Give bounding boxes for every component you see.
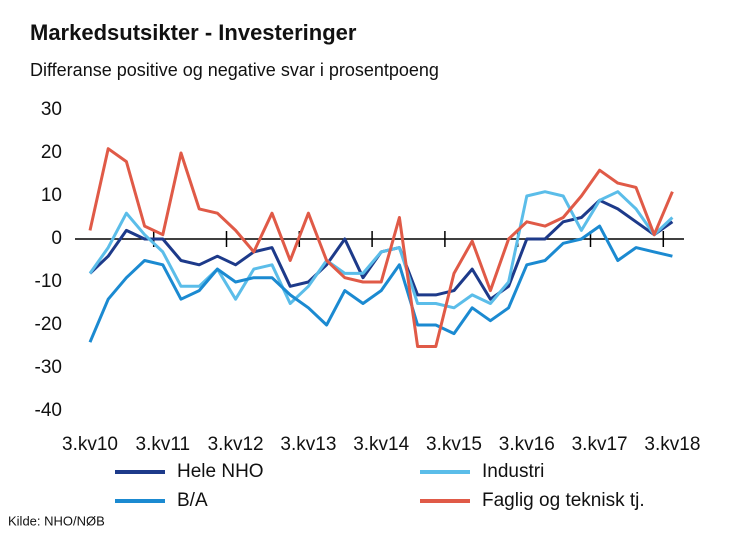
x-tick-label: 3.kv17 [572, 434, 628, 455]
legend-label: Industri [482, 461, 544, 482]
x-tick-label: 3.kv15 [426, 434, 482, 455]
x-tick-label: 3.kv16 [499, 434, 555, 455]
x-tick-label: 3.kv14 [353, 434, 409, 455]
y-tick-label: 10 [41, 185, 62, 206]
x-tick-label: 3.kv13 [280, 434, 336, 455]
series-line [88, 198, 674, 301]
legend-label: B/A [177, 490, 208, 511]
y-tick-label: -20 [35, 314, 62, 335]
source: Kilde: NHO/NØB [8, 513, 105, 528]
series-line [88, 224, 673, 343]
legend-label: Faglig og teknisk tj. [482, 490, 645, 511]
y-tick-label: -40 [35, 400, 62, 421]
y-tick-label: 30 [41, 99, 62, 120]
y-tick-label: -30 [35, 357, 62, 378]
chart-subtitle: Differanse positive og negative svar i p… [30, 60, 439, 80]
x-tick-label: 3.kv10 [62, 434, 118, 455]
x-tick-label: 3.kv18 [644, 434, 700, 455]
y-tick-label: -10 [35, 271, 62, 292]
x-tick-label: 3.kv11 [136, 434, 191, 455]
legend-label: Hele NHO [177, 461, 264, 482]
series-line [88, 147, 674, 348]
chart-title: Markedsutsikter - Investeringer [30, 20, 357, 45]
series-line [88, 190, 674, 310]
x-tick-label: 3.kv12 [208, 434, 264, 455]
y-tick-label: 20 [41, 142, 62, 163]
y-tick-label: 0 [51, 228, 62, 249]
